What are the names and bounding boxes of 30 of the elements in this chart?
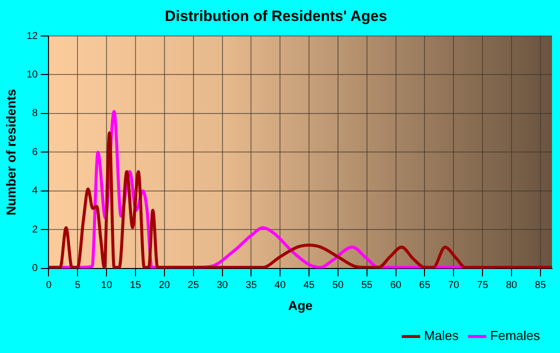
x-tick-label: 25 bbox=[188, 280, 200, 292]
x-tick-label: 30 bbox=[216, 280, 228, 292]
x-tick-label: 85 bbox=[534, 280, 546, 292]
x-tick-label: 35 bbox=[246, 280, 258, 292]
y-tick-label: 6 bbox=[32, 146, 38, 158]
x-tick-label: 45 bbox=[303, 280, 316, 292]
x-tick-label: 55 bbox=[361, 280, 373, 292]
y-tick-label: 10 bbox=[26, 69, 38, 80]
x-tick-label: 60 bbox=[390, 280, 402, 292]
y-tick-label: 8 bbox=[32, 108, 38, 120]
x-axis-title: Age bbox=[288, 298, 313, 313]
x-tick-label: 70 bbox=[448, 280, 460, 292]
x-tick-label: 75 bbox=[477, 280, 489, 292]
x-tick-label: 40 bbox=[274, 280, 286, 292]
y-tick-label: 12 bbox=[26, 30, 38, 42]
y-tick-label: 4 bbox=[32, 186, 38, 197]
y-tick-label: 2 bbox=[32, 224, 38, 236]
x-tick-label: 65 bbox=[419, 280, 431, 292]
y-tick-label: 0 bbox=[32, 263, 38, 274]
x-tick-label: 5 bbox=[74, 280, 81, 292]
x-tick-label: 0 bbox=[46, 280, 52, 292]
x-tick-label: 20 bbox=[158, 280, 170, 292]
x-tick-label: 15 bbox=[130, 280, 142, 292]
y-axis-title: Number of residents bbox=[3, 88, 18, 216]
legend-label: Males bbox=[424, 328, 460, 344]
x-tick-label: 50 bbox=[332, 280, 344, 292]
chart-title: Distribution of Residents' Ages bbox=[164, 8, 388, 26]
x-tick-label: 80 bbox=[506, 280, 518, 292]
x-tick-label: 10 bbox=[101, 280, 113, 292]
legend-label: Females bbox=[490, 328, 540, 344]
